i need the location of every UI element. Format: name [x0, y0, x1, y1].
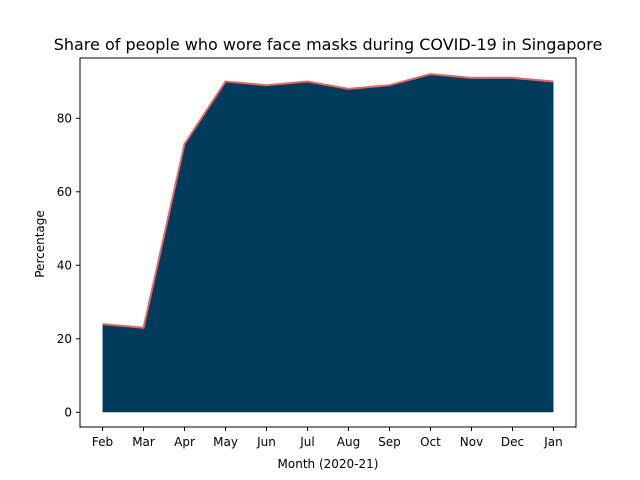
x-tick-label: May [213, 435, 238, 449]
plot-area [102, 73, 554, 413]
series-line [102, 73, 554, 329]
y-tick-label: 40 [57, 258, 72, 272]
x-tick-label: Aug [337, 435, 360, 449]
chart-title: Share of people who wore face masks duri… [54, 35, 603, 54]
y-tick-label: 20 [57, 332, 72, 346]
x-tick-label: Jul [299, 435, 314, 449]
area-fill [102, 74, 554, 413]
y-axis: 0 20 40 60 80 [57, 111, 80, 419]
x-axis: Feb Mar Apr May Jun Jul Aug Sep Oct Nov Dec Jan [92, 427, 563, 449]
y-tick-label: 80 [57, 111, 72, 125]
x-tick-label: Feb [92, 435, 113, 449]
x-tick-label: Mar [132, 435, 155, 449]
y-axis-label: Percentage [33, 210, 47, 278]
x-tick-label: Apr [174, 435, 195, 449]
x-tick-label: Sep [378, 435, 401, 449]
x-tick-label: Oct [420, 435, 441, 449]
x-axis-label: Month (2020-21) [278, 457, 379, 471]
y-tick-label: 60 [57, 185, 72, 199]
x-tick-label: Jan [543, 435, 563, 449]
x-tick-label: Jun [256, 435, 276, 449]
y-tick-label: 0 [64, 405, 72, 419]
x-tick-label: Nov [460, 435, 483, 449]
axes-frame [79, 57, 577, 428]
x-tick-label: Dec [501, 435, 524, 449]
